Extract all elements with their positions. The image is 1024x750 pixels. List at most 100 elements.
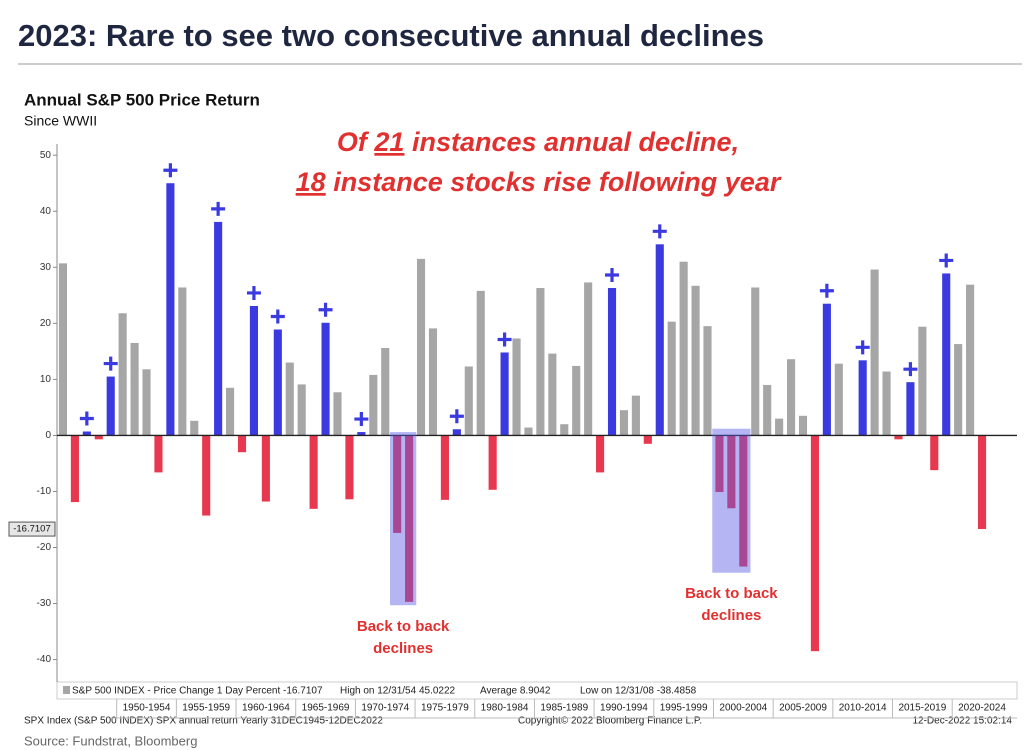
rebound-marker <box>163 163 178 178</box>
y-tick-label: 10 <box>40 374 52 385</box>
period-label: 1965-1969 <box>302 703 350 714</box>
bar <box>58 263 68 436</box>
period-label: 2000-2004 <box>719 703 767 714</box>
bar <box>261 435 270 502</box>
bar <box>607 288 617 436</box>
bar <box>452 429 461 436</box>
bar <box>966 284 975 436</box>
period-label: 2010-2014 <box>839 703 887 714</box>
bar <box>369 374 378 436</box>
bar <box>178 287 187 436</box>
rebound-marker <box>270 309 285 324</box>
y-tick-label: 40 <box>40 206 52 217</box>
bar <box>703 326 712 436</box>
bar <box>464 366 473 436</box>
annotation: 18 instance stocks rise following year <box>296 167 782 197</box>
bar <box>798 415 808 436</box>
bar <box>834 363 843 436</box>
chart-title: Annual S&P 500 Price Return <box>24 90 260 109</box>
page-title: 2023: Rare to see two consecutive annual… <box>18 18 764 53</box>
bar <box>619 410 629 436</box>
rebound-marker <box>497 332 512 347</box>
period-label: 1990-1994 <box>600 703 648 714</box>
bar <box>82 431 91 436</box>
y-tick-label: -10 <box>37 486 52 497</box>
y-tick-label: 20 <box>40 318 52 329</box>
period-label: 2015-2019 <box>898 703 946 714</box>
bar <box>977 435 987 530</box>
period-label: 1985-1989 <box>540 703 588 714</box>
legend-entry: High on 12/31/54 45.0222 <box>340 686 456 697</box>
bar <box>810 435 819 652</box>
bar <box>918 326 927 436</box>
period-label: 2020-2024 <box>958 703 1006 714</box>
bar <box>488 435 497 490</box>
bar <box>727 435 736 509</box>
period-label: 1995-1999 <box>660 703 708 714</box>
last-value-box <box>8 521 56 537</box>
bar <box>858 360 867 436</box>
bar <box>667 321 676 436</box>
bar <box>524 427 533 436</box>
bar <box>142 369 151 436</box>
bar <box>476 290 485 436</box>
callout: declines <box>701 607 761 624</box>
annotation-part: 21 <box>373 127 404 157</box>
bar <box>118 313 127 436</box>
y-tick-label: -20 <box>37 542 52 553</box>
y-tick-label: 30 <box>40 262 52 273</box>
bar <box>894 435 903 440</box>
callout: Back to back <box>357 618 450 635</box>
legend-entry: S&P 500 INDEX - Price Change 1 Day Perce… <box>72 686 323 697</box>
footer-left: SPX Index (S&P 500 INDEX) SPX annual ret… <box>24 716 383 727</box>
bar <box>942 273 951 436</box>
rebound-marker <box>652 224 667 239</box>
bar <box>202 435 211 516</box>
bar <box>345 435 354 500</box>
period-label: 1970-1974 <box>361 703 409 714</box>
bar <box>739 435 748 567</box>
annotation-part: instance stocks rise following year <box>326 167 782 197</box>
bar <box>214 221 223 436</box>
bar <box>273 329 282 436</box>
y-tick-label: 0 <box>45 430 51 441</box>
callout: declines <box>373 640 433 657</box>
bar <box>655 244 664 436</box>
bar <box>333 392 342 436</box>
bar <box>679 261 688 436</box>
rebound-marker <box>855 340 870 355</box>
bar <box>226 387 235 436</box>
bar <box>643 435 652 444</box>
rebound-marker <box>449 409 464 424</box>
bar <box>512 338 521 436</box>
footer-center: Copyright© 2022 Bloomberg Finance L.P. <box>518 716 702 727</box>
bar <box>954 344 963 436</box>
rebound-marker <box>605 268 620 283</box>
annotation-part: Of <box>337 127 375 157</box>
bar <box>321 322 330 436</box>
source: Source: Fundstrat, Bloomberg <box>24 733 197 748</box>
rebound-marker <box>246 285 261 300</box>
bar <box>584 282 593 436</box>
y-tick-label: -30 <box>37 598 52 609</box>
legend-icon <box>63 686 70 694</box>
bar <box>309 435 318 509</box>
bar <box>882 371 891 436</box>
legend-icon <box>571 686 578 694</box>
footer-right: 12-Dec-2022 15:02:14 <box>912 716 1012 727</box>
bar <box>237 435 247 453</box>
rebound-marker <box>939 253 954 268</box>
bar <box>393 435 402 533</box>
bar <box>285 362 294 436</box>
bar <box>786 359 796 436</box>
bar <box>70 435 79 503</box>
bar <box>536 288 545 436</box>
bar <box>560 424 569 436</box>
legend-icon <box>331 686 338 694</box>
bar <box>596 435 605 473</box>
highlight <box>712 428 751 573</box>
bar <box>106 376 115 436</box>
bar <box>500 352 509 436</box>
rebound-marker <box>354 412 369 427</box>
